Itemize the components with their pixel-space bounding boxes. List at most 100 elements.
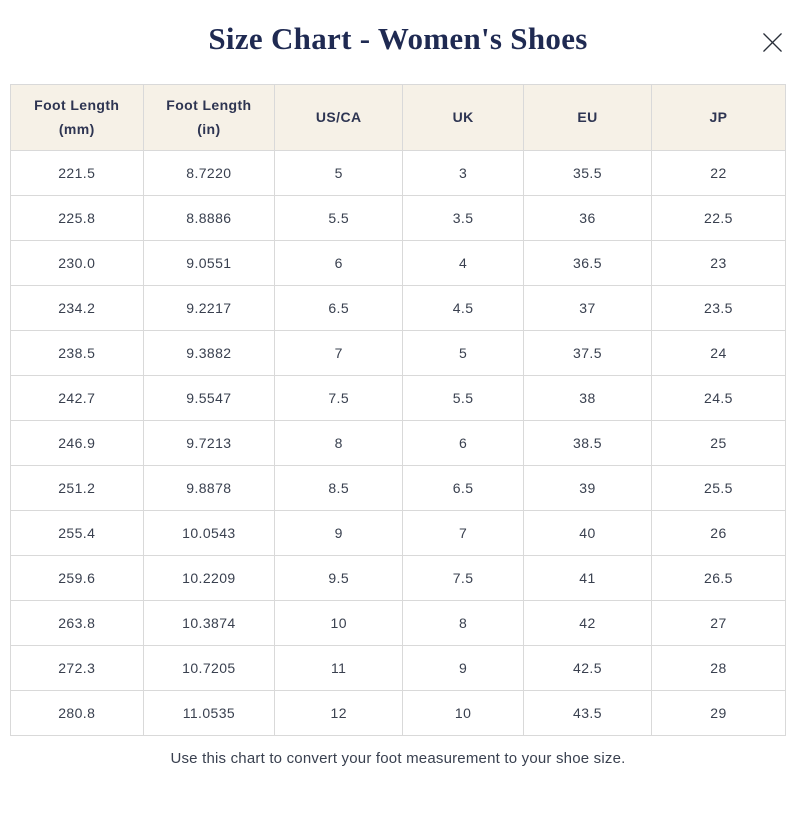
table-cell: 22	[650, 150, 787, 196]
table-cell: 255.4	[10, 510, 144, 556]
table-cell: 7	[402, 510, 525, 556]
table-cell: 280.8	[10, 690, 144, 736]
table-cell: 8	[402, 600, 525, 646]
table-cell: 29	[650, 690, 787, 736]
table-row: 221.5 8.7220 5 3 35.5 22	[10, 150, 787, 196]
table-cell: 9.5	[274, 555, 404, 601]
table-cell: 238.5	[10, 330, 144, 376]
table-cell: 36	[523, 195, 652, 241]
page-title: Size Chart - Women's Shoes	[208, 21, 588, 56]
table-cell: 4	[402, 240, 525, 286]
table-cell: 9	[402, 645, 525, 691]
close-icon	[761, 31, 784, 54]
size-chart-table-container: Foot Length (mm) Foot Length (in) US/CA UK E…	[10, 84, 787, 736]
table-row: 246.9 9.7213 8 6 38.5 25	[10, 420, 787, 466]
table-cell: 11.0535	[142, 690, 276, 736]
table-cell: 263.8	[10, 600, 144, 646]
column-header: JP	[650, 84, 787, 151]
table-cell: 4.5	[402, 285, 525, 331]
table-cell: 24	[650, 330, 787, 376]
table-row: 251.2 9.8878 8.5 6.5 39 25.5	[10, 465, 787, 511]
table-cell: 230.0	[10, 240, 144, 286]
table-cell: 234.2	[10, 285, 144, 331]
table-row: 272.3 10.7205 11 9 42.5 28	[10, 645, 787, 691]
table-cell: 27	[650, 600, 787, 646]
table-row: 242.7 9.5547 7.5 5.5 38 24.5	[10, 375, 787, 421]
footer-note: Use this chart to convert your foot meas…	[170, 750, 626, 767]
table-cell: 6.5	[402, 465, 525, 511]
table-cell: 37.5	[523, 330, 652, 376]
table-cell: 39	[523, 465, 652, 511]
table-row: 238.5 9.3882 7 5 37.5 24	[10, 330, 787, 376]
table-cell: 7.5	[274, 375, 404, 421]
column-header: US/CA	[274, 84, 404, 151]
table-cell: 10	[274, 600, 404, 646]
table-cell: 26	[650, 510, 787, 556]
table-cell: 23	[650, 240, 787, 286]
table-cell: 272.3	[10, 645, 144, 691]
table-cell: 43.5	[523, 690, 652, 736]
column-header: UK	[402, 84, 525, 151]
table-cell: 26.5	[650, 555, 787, 601]
table-cell: 8.5	[274, 465, 404, 511]
table-cell: 25	[650, 420, 787, 466]
table-cell: 40	[523, 510, 652, 556]
table-cell: 35.5	[523, 150, 652, 196]
table-cell: 10	[402, 690, 525, 736]
table-cell: 12	[274, 690, 404, 736]
table-cell: 3.5	[402, 195, 525, 241]
table-cell: 8.7220	[142, 150, 276, 196]
table-cell: 3	[402, 150, 525, 196]
table-cell: 23.5	[650, 285, 787, 331]
table-cell: 9.5547	[142, 375, 276, 421]
table-cell: 22.5	[650, 195, 787, 241]
table-cell: 8	[274, 420, 404, 466]
table-cell: 28	[650, 645, 787, 691]
table-cell: 38.5	[523, 420, 652, 466]
table-cell: 6	[402, 420, 525, 466]
table-cell: 9.8878	[142, 465, 276, 511]
close-button[interactable]	[759, 29, 785, 55]
table-cell: 37	[523, 285, 652, 331]
table-cell: 36.5	[523, 240, 652, 286]
table-cell: 41	[523, 555, 652, 601]
table-row: 255.4 10.0543 9 7 40 26	[10, 510, 787, 556]
table-cell: 5.5	[274, 195, 404, 241]
table-cell: 10.7205	[142, 645, 276, 691]
table-cell: 6.5	[274, 285, 404, 331]
table-row: 225.8 8.8886 5.5 3.5 36 22.5	[10, 195, 787, 241]
table-row: 234.2 9.2217 6.5 4.5 37 23.5	[10, 285, 787, 331]
table-cell: 5.5	[402, 375, 525, 421]
table-cell: 24.5	[650, 375, 787, 421]
table-cell: 25.5	[650, 465, 787, 511]
column-header: Foot Length (in)	[142, 84, 276, 151]
table-cell: 9	[274, 510, 404, 556]
table-cell: 9.2217	[142, 285, 276, 331]
table-cell: 7.5	[402, 555, 525, 601]
table-cell: 9.3882	[142, 330, 276, 376]
table-cell: 225.8	[10, 195, 144, 241]
table-cell: 8.8886	[142, 195, 276, 241]
table-cell: 9.7213	[142, 420, 276, 466]
table-cell: 7	[274, 330, 404, 376]
table-cell: 42	[523, 600, 652, 646]
table-body: 221.5 8.7220 5 3 35.5 22 225.8 8.8886 5.5 3.5 36 22…	[10, 150, 787, 736]
table-cell: 251.2	[10, 465, 144, 511]
table-cell: 6	[274, 240, 404, 286]
table-header-row: Foot Length (mm) Foot Length (in) US/CA UK E…	[10, 84, 787, 151]
table-cell: 5	[274, 150, 404, 196]
table-cell: 259.6	[10, 555, 144, 601]
table-cell: 9.0551	[142, 240, 276, 286]
table-cell: 10.2209	[142, 555, 276, 601]
table-cell: 246.9	[10, 420, 144, 466]
table-cell: 10.0543	[142, 510, 276, 556]
table-cell: 5	[402, 330, 525, 376]
table-cell: 10.3874	[142, 600, 276, 646]
column-header: EU	[523, 84, 652, 151]
table-row: 230.0 9.0551 6 4 36.5 23	[10, 240, 787, 286]
table-row: 259.6 10.2209 9.5 7.5 41 26.5	[10, 555, 787, 601]
table-cell: 38	[523, 375, 652, 421]
table-row: 263.8 10.3874 10 8 42 27	[10, 600, 787, 646]
table-cell: 221.5	[10, 150, 144, 196]
table-cell: 242.7	[10, 375, 144, 421]
